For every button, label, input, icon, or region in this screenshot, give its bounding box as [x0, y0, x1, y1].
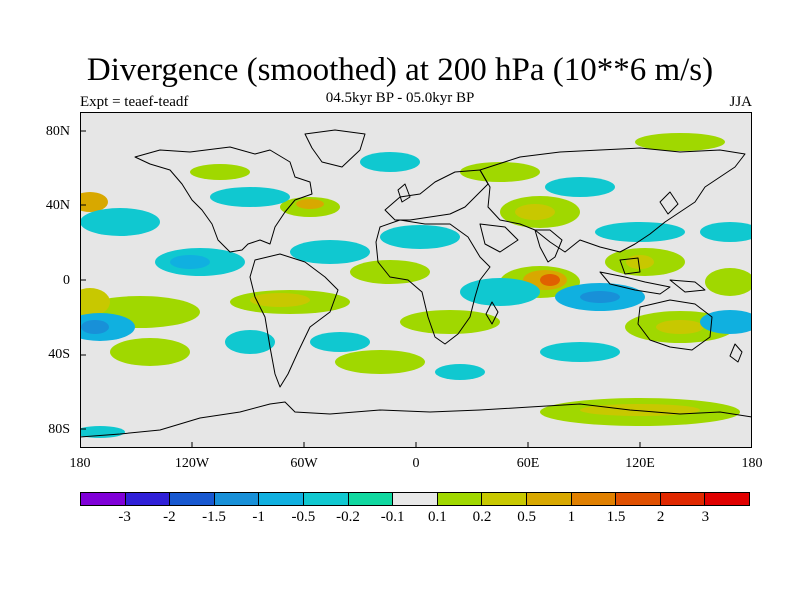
lon-label-180e: 180 [741, 456, 763, 471]
coast-indonesia [599, 271, 671, 295]
legend-label: 3 [701, 509, 710, 525]
legend-color-box [616, 493, 661, 505]
legend-label: -3 [118, 509, 131, 525]
legend-color-box [214, 493, 260, 505]
coast-british-isles [397, 183, 411, 203]
lon-label-180w: 180 [69, 456, 91, 471]
coast-north-america [134, 146, 313, 253]
experiment-label: Expt = teaef-teadf [80, 94, 189, 110]
coast-australia [637, 299, 713, 351]
lat-label-80s: 80S [48, 422, 70, 437]
coast-india [534, 229, 563, 263]
divergence-field [80, 133, 752, 438]
lon-label-60e: 60E [516, 456, 540, 471]
coast-japan [659, 191, 679, 215]
legend-label: -2 [163, 509, 176, 525]
lat-label-40s: 40S [48, 347, 70, 362]
coast-asia [479, 147, 746, 253]
legend-color-box [571, 493, 617, 505]
period-subtitle: 04.5kyr BP - 05.0kyr BP [325, 90, 475, 106]
legend-label: -0.5 [291, 509, 316, 525]
coast-antarctica [80, 401, 752, 438]
legend-label: 1 [567, 509, 576, 525]
season-label: JJA [729, 94, 752, 110]
legend-color-box [303, 493, 349, 505]
legend-label: 0.2 [472, 509, 492, 525]
legend-label: -0.1 [380, 509, 405, 525]
negative-divergence-regions [80, 152, 752, 438]
legend-color-box [81, 493, 126, 505]
legend-label: -1 [252, 509, 265, 525]
coast-greenland [304, 129, 366, 168]
coast-new-guinea [669, 279, 706, 293]
divergence-map [80, 112, 752, 448]
legend-color-box [348, 493, 394, 505]
color-legend [80, 492, 750, 506]
legend-label: -0.2 [336, 509, 360, 525]
legend-color-box [482, 493, 527, 505]
coast-borneo [619, 257, 641, 275]
legend-label: 2 [656, 509, 665, 525]
coast-new-zealand [729, 343, 743, 363]
legend-color-box [660, 493, 706, 505]
legend-color-box [125, 493, 171, 505]
lon-label-120w: 120W [174, 456, 210, 471]
chart-title: Divergence (smoothed) at 200 hPa (10**6 … [86, 52, 714, 88]
coast-madagascar [485, 301, 499, 325]
legend-label: 1.5 [606, 509, 626, 525]
coast-europe [384, 169, 489, 221]
legend-color-box [526, 493, 572, 505]
lon-label-60w: 60W [290, 456, 318, 471]
coastlines [80, 129, 752, 438]
lat-label-40n: 40N [45, 198, 70, 213]
map-ticks [80, 130, 641, 448]
lat-label-80n: 80N [45, 124, 70, 139]
legend-color-box [259, 493, 304, 505]
lon-label-120e: 120E [625, 456, 655, 471]
legend-color-box [170, 493, 215, 505]
legend-label: 0.1 [427, 509, 447, 525]
coast-south-america [249, 253, 339, 388]
coast-africa [375, 219, 491, 345]
legend-color-box [437, 493, 483, 505]
legend-color-box [393, 493, 438, 505]
legend-color-box [705, 493, 749, 505]
legend-label: 0.5 [517, 509, 537, 525]
lat-label-0: 0 [63, 273, 70, 288]
lon-label-0: 0 [412, 456, 420, 471]
coast-arabia [479, 223, 519, 253]
legend-label: -1.5 [202, 509, 226, 525]
